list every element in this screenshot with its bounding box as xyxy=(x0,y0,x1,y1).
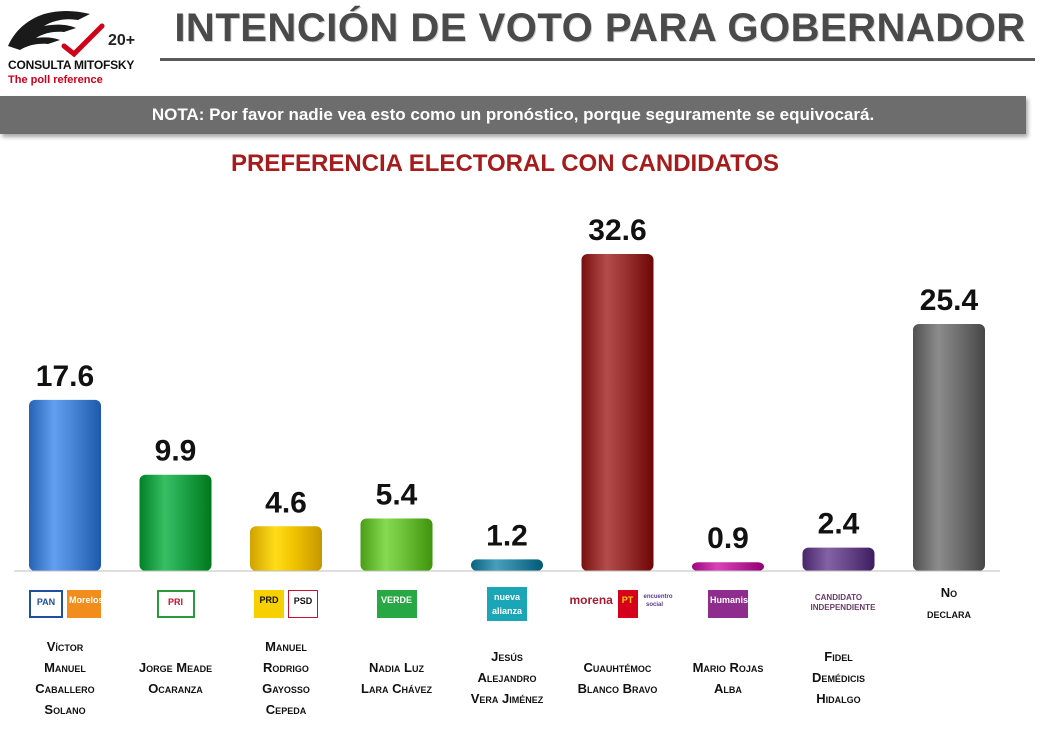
party-logos-5: nueva alianza xyxy=(451,582,563,626)
value-label-1: 17.6 xyxy=(36,360,94,393)
candidate-name-line: Vera Jiménez xyxy=(470,691,544,706)
party-logo-morelos: Morelos xyxy=(67,590,104,618)
party-logo-psd: PSD xyxy=(288,590,318,618)
candidate-name-line: Blanco Bravo xyxy=(577,681,658,696)
value-label-8: 2.4 xyxy=(818,508,860,541)
note-text: NOTA: Por favor nadie vea esto como un p… xyxy=(151,105,875,124)
value-label-4: 5.4 xyxy=(376,478,418,511)
bar-1 xyxy=(29,399,101,571)
bar-8 xyxy=(802,547,875,571)
candidate-name-line: Gayosso xyxy=(262,681,310,696)
party-logos-1: PAN Morelos xyxy=(9,582,121,626)
bar-6 xyxy=(581,254,654,571)
party-logos-7: Humanista xyxy=(672,582,784,626)
value-label-6: 32.6 xyxy=(588,214,646,247)
candidate-name-line: Fidel xyxy=(824,649,853,664)
party-logo-verde: VERDE xyxy=(376,590,417,618)
candidate-name-6: Cuauhtémoc Blanco Bravo xyxy=(562,657,674,699)
eagle-logo-icon xyxy=(8,11,105,58)
page-title: INTENCIÓN DE VOTO PARA GOBERNADOR xyxy=(174,6,1026,50)
candidate-name-line: Rodrigo xyxy=(263,660,309,675)
candidate-name-line: Alba xyxy=(714,681,742,696)
candidate-name-2: Jorge Meade Ocaranza xyxy=(120,657,232,699)
party-logo-morena: morena xyxy=(567,590,614,618)
bar-5 xyxy=(471,559,543,571)
no-declara-label: No declara xyxy=(893,582,1005,624)
candidate-name-line: Jesús xyxy=(491,649,523,664)
value-label-3: 4.6 xyxy=(265,486,307,519)
value-label-7: 0.9 xyxy=(707,522,749,555)
candidate-name-1: Víctor Manuel Caballero Solano xyxy=(9,636,121,720)
candidate-name-line: Ocaranza xyxy=(148,681,203,696)
note-banner: NOTA: Por favor nadie vea esto como un p… xyxy=(0,96,1026,134)
bar-4 xyxy=(360,518,433,571)
candidate-name-line: Caballero xyxy=(35,681,95,696)
bar-3 xyxy=(250,526,322,571)
party-logo-humanista: Humanista xyxy=(708,590,756,618)
candidate-name-line: Manuel xyxy=(44,660,86,675)
candidate-name-line: Cepeda xyxy=(265,702,307,717)
party-logo-candidato-independiente: CANDIDATO INDEPENDIENTE xyxy=(808,590,875,618)
value-label-2: 9.9 xyxy=(155,435,197,468)
candidate-name-4: Nadia Luz Lara Chávez xyxy=(341,657,453,699)
candidate-name-line: Alejandro xyxy=(477,670,537,685)
party-logos-2: PRI xyxy=(120,582,232,626)
party-logo-pt: PT xyxy=(617,590,638,618)
party-logo-encuentro-social: encuentro social xyxy=(641,590,673,618)
candidate-name-line: Víctor xyxy=(46,639,84,654)
party-logo-pan: PAN xyxy=(29,590,63,618)
value-label-5: 1.2 xyxy=(486,519,528,552)
party-logo-prd: PRD xyxy=(254,590,284,618)
candidate-name-line: Hidalgo xyxy=(816,691,861,706)
candidate-name-line: Demédicis xyxy=(812,670,865,685)
party-logos-3: PRD PSD xyxy=(230,582,342,626)
party-logos-8: CANDIDATO INDEPENDIENTE xyxy=(783,582,895,626)
chart-title: PREFERENCIA ELECTORAL CON CANDIDATOS xyxy=(230,150,780,177)
bar-2 xyxy=(139,474,212,571)
anniversary-badge: 20+ xyxy=(108,32,136,49)
candidate-name-line: Lara Chávez xyxy=(361,681,432,696)
candidate-name-line: Solano xyxy=(44,702,86,717)
candidate-name-line: declara xyxy=(927,606,971,621)
candidate-name-line: No xyxy=(940,585,958,600)
candidate-name-5: Jesús Alejandro Vera Jiménez xyxy=(451,646,563,709)
party-logos-6: morena PT encuentro social xyxy=(562,582,674,626)
value-label-9: 25.4 xyxy=(920,284,979,317)
party-logo-nueva-alianza: nueva alianza xyxy=(487,587,527,621)
candidate-name-3: Manuel Rodrigo Gayosso Cepeda xyxy=(230,636,342,720)
party-logos-4: VERDE xyxy=(341,582,453,626)
candidate-name-8: Fidel Demédicis Hidalgo xyxy=(783,646,895,709)
logo-tagline: The poll reference xyxy=(8,74,103,86)
candidate-name-line: Manuel xyxy=(265,639,307,654)
bar-9 xyxy=(913,324,985,571)
party-logo-pri: PRI xyxy=(156,590,195,618)
candidate-name-7: Mario Rojas Alba xyxy=(672,657,784,699)
candidate-name-line: Jorge Meade xyxy=(138,660,213,675)
candidate-name-line: Mario Rojas xyxy=(692,660,764,675)
bar-7 xyxy=(692,562,764,571)
logo-name: CONSULTA MITOFSKY xyxy=(8,58,135,72)
candidate-name-line: Cuauhtémoc xyxy=(583,660,652,675)
candidate-name-line: Nadia Luz xyxy=(369,660,424,675)
title-divider xyxy=(160,58,1035,61)
consulta-mitofsky-logo: 20+ CONSULTA MITOFSKY The poll reference xyxy=(4,2,154,88)
